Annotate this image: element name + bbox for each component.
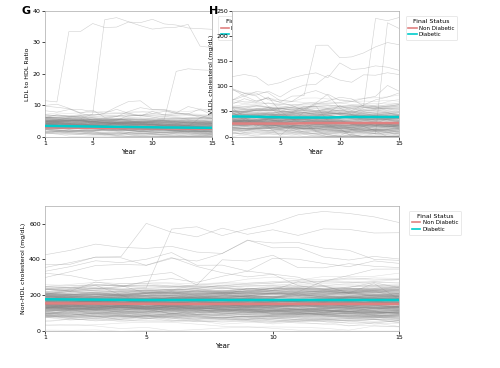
Legend: Non Diabetic, Diabetic: Non Diabetic, Diabetic [218,16,270,40]
Legend: Non Diabetic, Diabetic: Non Diabetic, Diabetic [406,16,457,40]
X-axis label: Year: Year [308,149,324,155]
X-axis label: Year: Year [121,149,136,155]
Legend: Non Diabetic, Diabetic: Non Diabetic, Diabetic [410,211,461,235]
X-axis label: Year: Year [215,343,230,349]
Y-axis label: LDL to HDL Ratio: LDL to HDL Ratio [25,47,30,100]
Y-axis label: Non-HDL cholesterol (mg/dL): Non-HDL cholesterol (mg/dL) [22,223,26,314]
Y-axis label: VLDL cholesterol (mg/dL): VLDL cholesterol (mg/dL) [208,34,214,113]
Text: G: G [22,6,30,16]
Text: H: H [209,6,218,16]
